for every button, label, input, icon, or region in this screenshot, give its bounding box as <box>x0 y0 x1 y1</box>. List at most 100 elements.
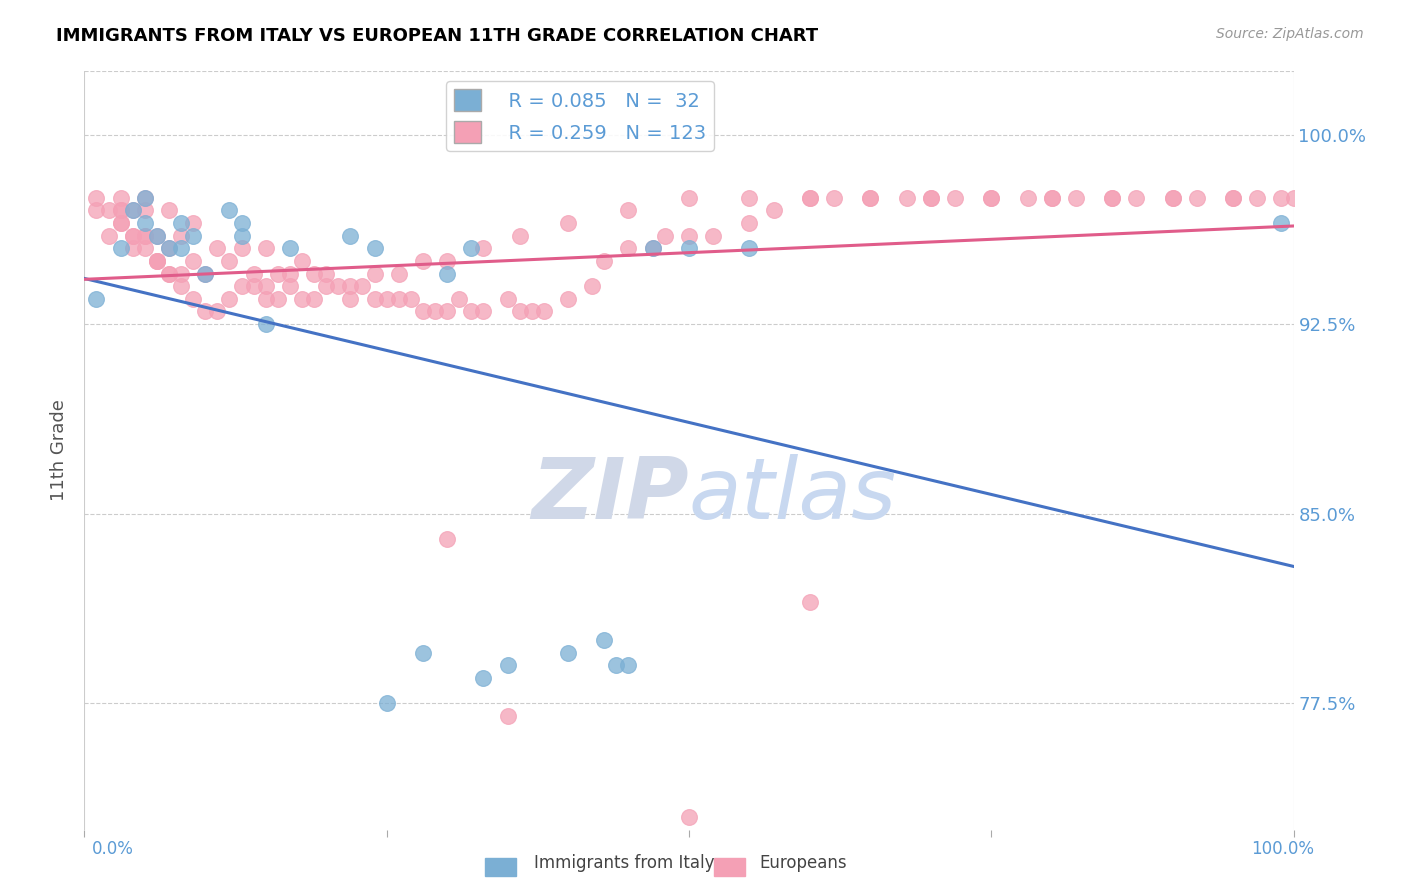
Point <box>799 191 821 205</box>
Point <box>110 191 132 205</box>
Point <box>436 253 458 268</box>
Text: Europeans: Europeans <box>759 855 846 872</box>
Text: 0.0%: 0.0% <box>91 840 134 858</box>
Y-axis label: 11th Grade: 11th Grade <box>51 400 69 501</box>
Point <box>436 532 458 546</box>
Point <box>363 241 385 255</box>
Point <box>533 304 555 318</box>
Point <box>1017 191 1039 205</box>
Point <box>412 253 434 268</box>
Point <box>557 216 579 230</box>
Point <box>110 203 132 218</box>
Point <box>121 241 143 255</box>
Point <box>278 279 301 293</box>
Point <box>509 228 531 243</box>
Point <box>520 304 543 318</box>
Point <box>291 292 314 306</box>
Point <box>110 216 132 230</box>
Point <box>980 191 1002 205</box>
Point <box>799 595 821 609</box>
Point <box>170 267 193 281</box>
Point <box>134 203 156 218</box>
Point <box>423 304 446 318</box>
Point <box>267 292 290 306</box>
Point <box>1161 191 1184 205</box>
Point <box>896 191 918 205</box>
Point <box>605 658 627 673</box>
Point <box>86 292 108 306</box>
Text: 100.0%: 100.0% <box>1251 840 1315 858</box>
Point <box>86 203 108 218</box>
Point <box>97 203 120 218</box>
Point <box>134 228 156 243</box>
Point <box>302 267 325 281</box>
Point <box>110 241 132 255</box>
Point <box>181 253 204 268</box>
Text: IMMIGRANTS FROM ITALY VS EUROPEAN 11TH GRADE CORRELATION CHART: IMMIGRANTS FROM ITALY VS EUROPEAN 11TH G… <box>56 27 818 45</box>
Point <box>146 253 169 268</box>
Point <box>399 292 422 306</box>
Point <box>702 228 724 243</box>
Point <box>641 241 664 255</box>
Point <box>146 253 169 268</box>
Point <box>617 241 640 255</box>
Point <box>412 646 434 660</box>
Point <box>242 279 264 293</box>
Point <box>436 304 458 318</box>
Point <box>231 279 253 293</box>
Point <box>207 304 229 318</box>
Legend:   R = 0.085   N =  32,   R = 0.259   N = 123: R = 0.085 N = 32, R = 0.259 N = 123 <box>446 81 714 152</box>
Point <box>449 292 471 306</box>
Point <box>194 304 217 318</box>
Point <box>146 228 169 243</box>
Point <box>460 241 482 255</box>
Point <box>170 241 193 255</box>
Point <box>388 292 411 306</box>
Point <box>146 228 169 243</box>
Point <box>593 632 616 647</box>
Point <box>678 228 700 243</box>
Point <box>315 267 337 281</box>
Point <box>1040 191 1063 205</box>
Point <box>302 292 325 306</box>
Point <box>509 304 531 318</box>
Point <box>121 203 143 218</box>
Point <box>738 216 761 230</box>
Point <box>157 267 180 281</box>
Point <box>218 253 240 268</box>
Point <box>207 241 229 255</box>
Point <box>1064 191 1087 205</box>
Point <box>134 191 156 205</box>
Point <box>254 279 277 293</box>
Point <box>194 267 217 281</box>
Point <box>134 228 156 243</box>
Point <box>375 696 398 710</box>
Point <box>218 203 240 218</box>
Point <box>678 810 700 824</box>
Point <box>617 203 640 218</box>
Point <box>363 292 385 306</box>
Point <box>134 241 156 255</box>
Point <box>134 216 156 230</box>
Point <box>738 241 761 255</box>
Point <box>254 241 277 255</box>
Point <box>1101 191 1123 205</box>
Point <box>339 228 361 243</box>
Point <box>920 191 942 205</box>
Point <box>254 317 277 331</box>
Point <box>231 216 253 230</box>
Point <box>678 241 700 255</box>
Text: ZIP: ZIP <box>531 454 689 538</box>
Point <box>267 267 290 281</box>
Point <box>170 216 193 230</box>
Point <box>460 304 482 318</box>
Point <box>1282 191 1305 205</box>
Text: Immigrants from Italy: Immigrants from Italy <box>534 855 714 872</box>
Point <box>110 216 132 230</box>
Point <box>980 191 1002 205</box>
Point <box>472 241 495 255</box>
Point <box>472 304 495 318</box>
Point <box>799 191 821 205</box>
Point <box>194 267 217 281</box>
Point <box>388 267 411 281</box>
